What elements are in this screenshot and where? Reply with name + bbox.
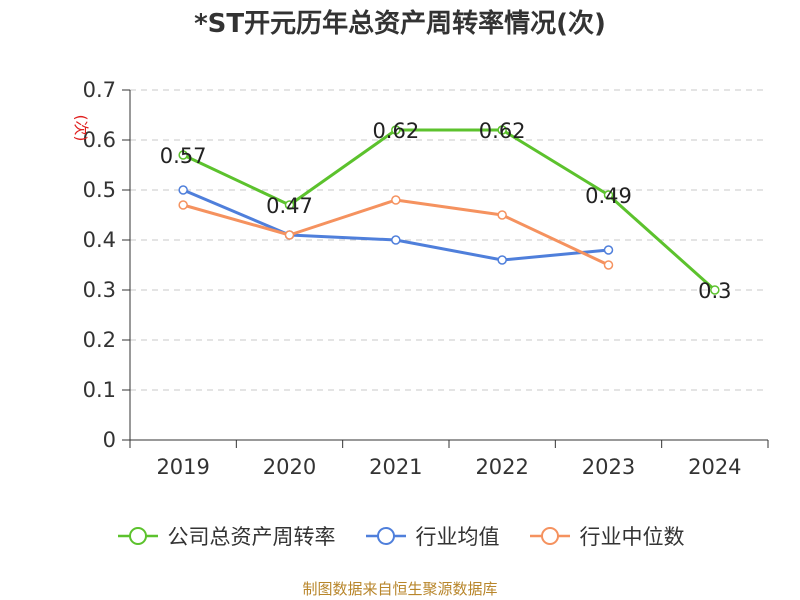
data-label: 0.62: [479, 119, 526, 143]
x-tick-label: 2020: [263, 455, 316, 479]
legend-marker: [529, 527, 570, 545]
legend-item-1[interactable]: 行业均值: [364, 521, 500, 551]
data-point-2: [603, 260, 614, 270]
data-point-0: [391, 125, 401, 135]
data-label: 0.3: [698, 279, 731, 303]
data-point-1: [497, 255, 507, 265]
legend: 公司总资产周转率 行业均值 行业中位数: [0, 518, 800, 554]
legend-circle: [540, 527, 559, 545]
data-label: 0.47: [266, 194, 313, 218]
data-point-1: [603, 245, 614, 255]
legend-circle: [128, 527, 147, 545]
y-axis-label: (次): [72, 115, 90, 142]
legend-label: 行业均值: [415, 525, 500, 549]
chart-title: *ST开元历年总资产周转率情况(次): [194, 9, 606, 39]
data-point-2: [284, 230, 295, 240]
grid-layer: [130, 89, 768, 391]
y-tick-label: 0.1: [83, 378, 116, 402]
legend-marker: [365, 527, 406, 545]
x-tick-label: 2023: [582, 455, 635, 479]
data-point-0: [284, 200, 295, 210]
data-point-1: [391, 235, 401, 245]
data-point-2: [178, 200, 188, 210]
y-tick-label: 0.6: [83, 128, 116, 152]
label-layer: 0.57 0.47 0.62 0.62 0.49 0.3: [160, 119, 732, 303]
y-tick-label: 0.5: [83, 178, 116, 202]
axis-layer: 0 0.1 0.2 0.3 0.4 0.5 0.6 0.7 (次) 2019 2020 2021 202…: [72, 78, 769, 479]
y-tick-label: 0.7: [83, 78, 116, 102]
y-tick-label: 0.3: [83, 278, 116, 302]
legend-label: 行业中位数: [579, 525, 685, 549]
legend-label: 公司总资产周转率: [167, 525, 336, 549]
y-tick-label: 0.2: [83, 328, 116, 352]
legend-marker: [117, 527, 158, 545]
legend-circle: [376, 527, 395, 545]
x-tick-label: 2022: [475, 455, 528, 479]
data-label: 0.62: [372, 119, 419, 143]
data-point-2: [497, 210, 507, 220]
y-tick-label: 0.4: [83, 228, 116, 252]
legend-item-2[interactable]: 行业中位数: [528, 521, 685, 551]
source-note: 制图数据来自恒生聚源数据库: [302, 580, 498, 598]
legend-item-0[interactable]: 公司总资产周转率: [116, 521, 336, 551]
series-line-0: [182, 128, 716, 292]
data-point-0: [497, 125, 507, 135]
x-tick-label: 2019: [156, 455, 209, 479]
y-tick-label: 0: [103, 428, 116, 452]
data-point-2: [391, 195, 401, 205]
data-point-0: [178, 150, 188, 160]
series-layer: [178, 125, 720, 295]
data-point-1: [178, 185, 188, 195]
data-label: 0.49: [585, 184, 632, 208]
x-tick-label: 2024: [688, 455, 741, 479]
data-point-0: [603, 190, 614, 200]
x-tick-label: 2021: [369, 455, 422, 479]
data-label: 0.57: [160, 144, 207, 168]
data-point-0: [710, 285, 720, 295]
